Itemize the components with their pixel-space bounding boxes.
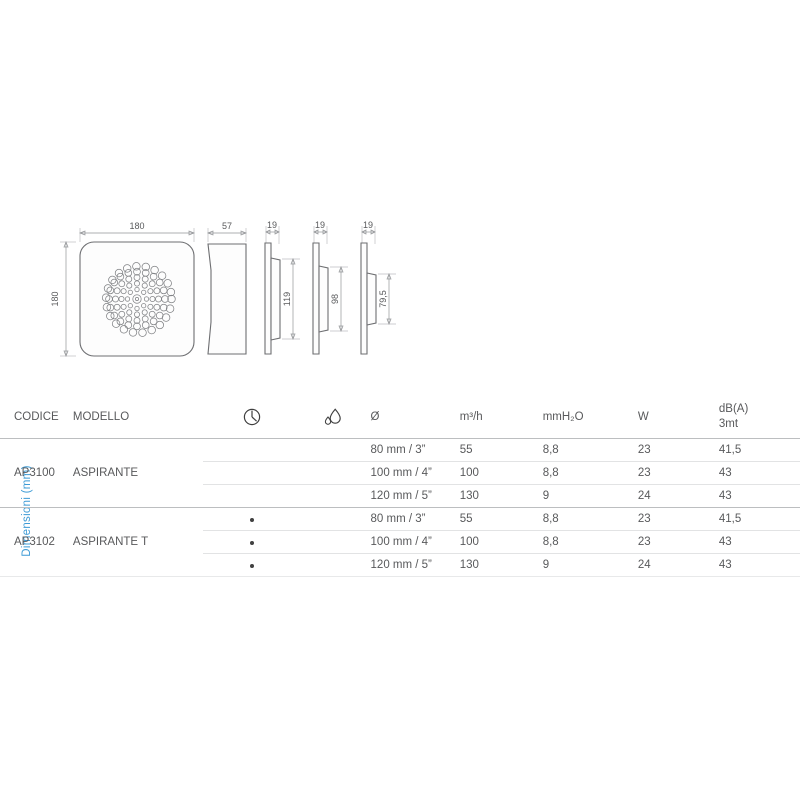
cell-noise: 41,5 — [714, 506, 800, 530]
cell-flow: 130 — [457, 483, 541, 507]
cad-drawing-svg: 180 180 — [50, 220, 396, 357]
header-noise-line2: 3mt — [718, 417, 739, 430]
cell-flow: 130 — [457, 552, 541, 576]
section3-flange-dim-text: 19 — [363, 220, 373, 230]
header-pressure: mmH₂O — [542, 410, 584, 423]
header-codice: CODICE — [14, 410, 59, 423]
header-humidity — [302, 396, 365, 438]
cell-pressure: 8,8 — [540, 506, 634, 530]
cell-pressure: 8,8 — [540, 437, 634, 461]
cell-flow: 55 — [457, 437, 541, 461]
header-timer — [203, 396, 302, 438]
cell-power: 23 — [633, 437, 715, 461]
cell-modello: ASPIRANTE T — [72, 506, 203, 576]
cell-flow: 55 — [457, 506, 541, 530]
side-profile — [207, 243, 247, 355]
header-diameter: Ø — [370, 410, 380, 423]
table-row: AP3100 ASPIRANTE 80 mm / 3” 55 8,8 23 41,5 — [0, 437, 800, 507]
table-bottom-rule-cell — [0, 575, 800, 577]
cell-timer — [202, 552, 302, 576]
cell-timer — [202, 529, 302, 553]
table-body: AP3100 ASPIRANTE 80 mm / 3” 55 8,8 23 41,5 100 … — [0, 437, 800, 577]
cell-power: 24 — [633, 552, 715, 576]
section-view-1: 19 119 — [264, 220, 300, 355]
section-view-2: 19 98 — [312, 220, 348, 355]
header-flow: m³/h — [459, 410, 483, 423]
cell-timer — [202, 437, 302, 461]
cell-humidity — [301, 529, 365, 553]
cell-noise: 41,5 — [714, 437, 800, 461]
cell-flow: 100 — [457, 529, 541, 553]
cell-codice: AP3100 — [0, 437, 73, 507]
cell-humidity — [301, 506, 365, 530]
cell-humidity — [301, 552, 365, 576]
water-droplet-icon — [325, 408, 341, 425]
cell-power: 23 — [633, 506, 715, 530]
specifications-table: CODICE MODELLO — [0, 396, 800, 577]
timer-dot — [250, 540, 255, 545]
table-header-row: CODICE MODELLO — [0, 396, 800, 438]
front-view: 180 180 — [50, 221, 195, 357]
cell-humidity — [301, 483, 365, 507]
cell-noise: 43 — [714, 552, 800, 576]
grille-pattern — [101, 262, 176, 337]
cell-pressure: 9 — [540, 552, 634, 576]
section-view-3: 19 79,5 — [360, 220, 396, 355]
cell-power: 24 — [633, 483, 715, 507]
cell-humidity — [301, 460, 365, 484]
section2-duct-dim-text: 98 — [330, 294, 340, 304]
timer-dot — [250, 563, 255, 568]
front-height-dim-text: 180 — [50, 291, 60, 306]
cell-flow: 100 — [457, 460, 541, 484]
table-bottom-rule — [0, 575, 800, 577]
cell-diameter: 120 mm / 5” — [364, 483, 458, 507]
header-noise: dB(A) 3mt — [715, 396, 800, 438]
section2-flange-dim-text: 19 — [315, 220, 325, 230]
cell-timer — [202, 506, 302, 530]
cell-pressure: 9 — [540, 483, 634, 507]
cell-diameter: 80 mm / 3” — [364, 506, 458, 530]
cell-timer — [202, 483, 302, 507]
side-depth-dim-text: 57 — [222, 221, 232, 231]
cell-diameter: 80 mm / 3” — [364, 437, 458, 461]
cell-noise: 43 — [714, 483, 800, 507]
timer-dot — [250, 517, 255, 522]
cell-noise: 43 — [714, 460, 800, 484]
cell-diameter: 100 mm / 4” — [364, 529, 458, 553]
table-row: 100 mm / 4” 100 8,8 23 43 — [0, 529, 800, 553]
front-width-dim-text: 180 — [129, 221, 144, 231]
cell-humidity — [301, 437, 365, 461]
front-faceplate — [79, 241, 195, 357]
cell-diameter: 120 mm / 5” — [364, 552, 458, 576]
cell-pressure: 8,8 — [540, 529, 634, 553]
cell-pressure: 8,8 — [540, 460, 634, 484]
side-view: 57 — [207, 221, 247, 355]
cell-diameter: 100 mm / 4” — [364, 460, 458, 484]
cell-power: 23 — [633, 529, 715, 553]
cell-timer — [202, 460, 302, 484]
cell-power: 23 — [633, 460, 715, 484]
clock-icon — [243, 408, 261, 425]
section3-duct-dim-text: 79,5 — [378, 290, 388, 308]
cell-codice: AP3102 — [0, 506, 73, 576]
header-noise-line1: dB(A) — [718, 403, 749, 416]
table-row: 100 mm / 4” 100 8,8 23 43 — [0, 460, 800, 484]
cell-modello: ASPIRANTE — [72, 437, 203, 507]
section1-flange-dim-text: 19 — [267, 220, 277, 230]
header-power: W — [637, 410, 649, 423]
section1-duct-dim-text: 119 — [282, 292, 292, 306]
table-row: AP3102 ASPIRANTE T 80 mm / 3” 55 8,8 23 41,5 — [0, 506, 800, 576]
header-modello: MODELLO — [72, 410, 130, 423]
cell-noise: 43 — [714, 529, 800, 553]
table-row: 120 mm / 5” 130 9 24 43 — [0, 552, 800, 576]
dimension-drawings: Dimensioni (mm) 180 180 — [0, 200, 800, 557]
table-row: 120 mm / 5” 130 9 24 43 — [0, 483, 800, 507]
